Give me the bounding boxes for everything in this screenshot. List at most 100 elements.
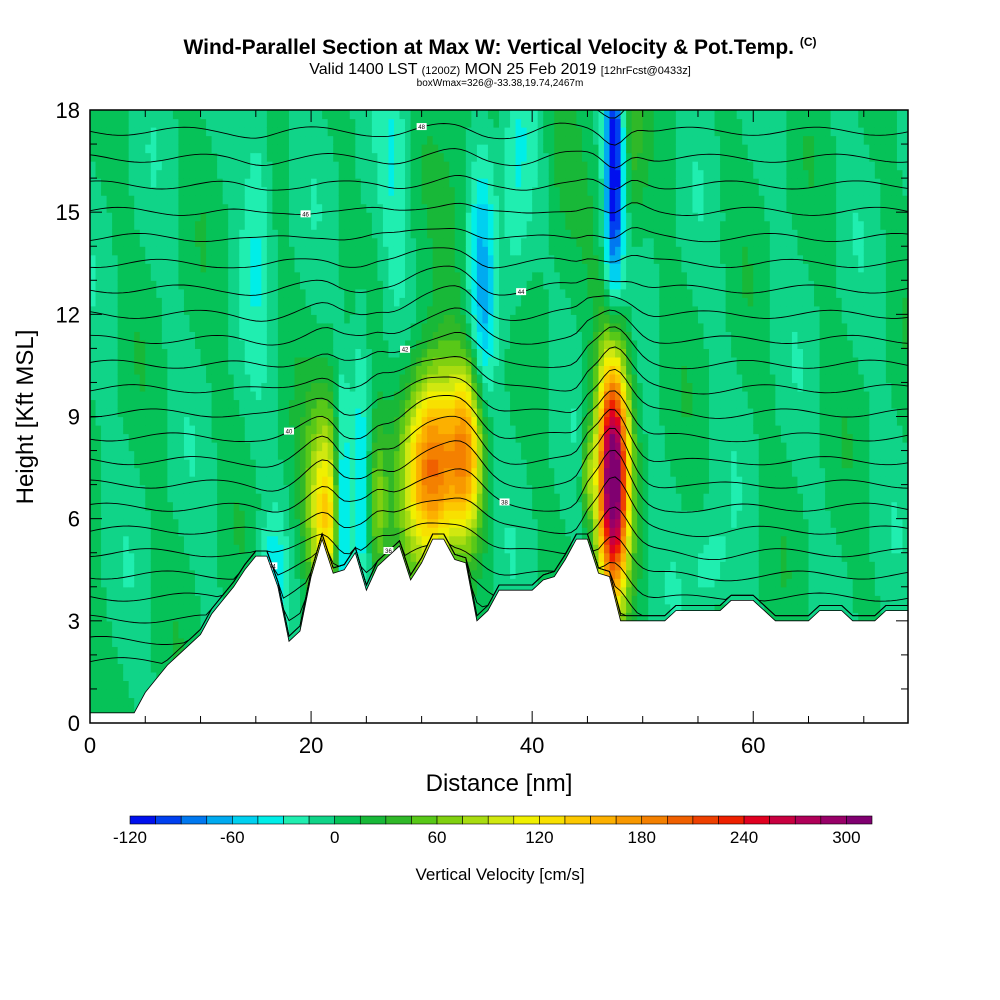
velocity-cell [217, 229, 224, 239]
velocity-cell [405, 237, 412, 247]
velocity-cell [465, 425, 472, 435]
velocity-cell [371, 110, 379, 120]
velocity-cell [178, 476, 185, 486]
velocity-cell [421, 195, 428, 205]
velocity-cell [438, 297, 445, 307]
velocity-cell [416, 246, 423, 256]
velocity-cell [178, 127, 185, 137]
velocity-cell [134, 646, 141, 656]
velocity-cell [371, 407, 379, 418]
velocity-cell [421, 339, 428, 349]
velocity-cell [300, 552, 307, 562]
velocity-cell [327, 288, 334, 298]
velocity-cell [217, 237, 224, 247]
velocity-cell [195, 552, 202, 562]
velocity-cell [283, 484, 290, 494]
velocity-cell [438, 382, 445, 392]
velocity-cell [139, 680, 146, 690]
velocity-cell [261, 510, 268, 520]
velocity-cell [266, 110, 273, 120]
velocity-cell [206, 476, 213, 486]
velocity-cell [294, 212, 301, 222]
velocity-cell [460, 135, 467, 145]
velocity-cell [393, 527, 401, 537]
velocity-cell [266, 484, 273, 494]
velocity-cell [106, 612, 113, 622]
velocity-cell [349, 442, 356, 452]
velocity-cell [272, 203, 279, 213]
velocity-cell [371, 416, 379, 426]
velocity-cell [277, 135, 285, 145]
valid-date: MON 25 Feb 2019 [464, 61, 597, 78]
velocity-cell [427, 407, 434, 418]
velocity-cell [388, 527, 395, 537]
velocity-cell [117, 603, 124, 613]
velocity-cell [393, 459, 401, 469]
velocity-cell [338, 305, 345, 315]
velocity-cell [322, 246, 329, 256]
velocity-cell [405, 152, 412, 162]
velocity-cell [255, 339, 262, 349]
velocity-cell [101, 135, 108, 145]
velocity-cell [360, 510, 367, 520]
velocity-cell [277, 237, 285, 247]
velocity-cell [217, 442, 224, 452]
velocity-cell [150, 612, 157, 622]
velocity-cell [161, 501, 168, 511]
velocity-cell [95, 688, 102, 699]
velocity-cell [95, 348, 102, 358]
velocity-cell [106, 552, 113, 562]
velocity-cell [195, 144, 202, 154]
velocity-cell [399, 425, 406, 435]
velocity-cell [316, 263, 323, 273]
velocity-cell [416, 501, 423, 511]
velocity-cell [145, 518, 152, 528]
velocity-cell [112, 135, 119, 145]
velocity-cell [432, 212, 439, 222]
velocity-cell [443, 110, 450, 120]
velocity-cell [410, 339, 417, 349]
velocity-cell [421, 118, 428, 128]
velocity-cell [443, 450, 450, 460]
velocity-cell [382, 220, 390, 230]
velocity-cell [95, 654, 102, 664]
velocity-cell [382, 186, 390, 196]
velocity-cell [316, 144, 323, 154]
velocity-cell [288, 603, 296, 613]
velocity-cell [333, 339, 340, 349]
velocity-cell [344, 127, 351, 137]
velocity-cell [272, 263, 279, 273]
velocity-cell [200, 229, 207, 239]
velocity-cell [106, 110, 113, 120]
velocity-cell [123, 671, 130, 682]
velocity-cell [311, 484, 318, 494]
velocity-cell [172, 263, 180, 273]
velocity-cell [156, 416, 163, 426]
velocity-cell [261, 314, 268, 324]
velocity-cell [178, 586, 185, 596]
velocity-cell [377, 178, 384, 188]
velocity-cell [360, 237, 367, 247]
velocity-cell [311, 178, 318, 188]
velocity-cell [106, 305, 113, 315]
velocity-cell [388, 229, 395, 239]
velocity-cell [167, 297, 174, 307]
velocity-cell [167, 561, 174, 571]
velocity-cell [250, 501, 257, 511]
velocity-cell [123, 476, 130, 486]
velocity-cell [272, 433, 279, 443]
velocity-cell [382, 484, 390, 494]
velocity-cell [217, 416, 224, 426]
velocity-cell [377, 288, 384, 298]
velocity-cell [189, 442, 196, 452]
velocity-cell [333, 356, 340, 367]
velocity-cell [338, 212, 345, 222]
velocity-cell [427, 161, 434, 171]
velocity-cell [399, 118, 406, 128]
velocity-cell [322, 212, 329, 222]
velocity-cell [316, 212, 323, 222]
velocity-cell [117, 442, 124, 452]
velocity-cell [333, 229, 340, 239]
velocity-cell [106, 603, 113, 613]
velocity-cell [272, 425, 279, 435]
